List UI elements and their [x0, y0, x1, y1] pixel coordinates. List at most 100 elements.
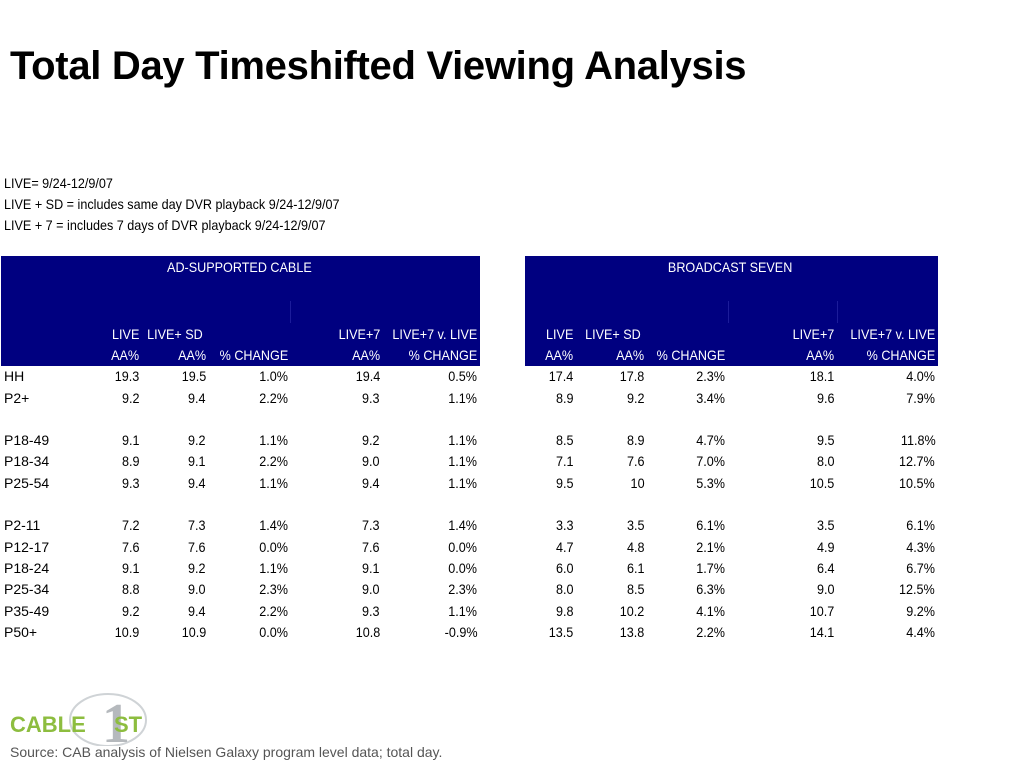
- col-live7-v-live-b: LIVE+7 v. LIVE: [837, 323, 939, 345]
- cable-cell: 9.2: [121, 389, 139, 406]
- col-live-b: LIVE: [525, 323, 577, 345]
- page-title: Total Day Timeshifted Viewing Analysis: [10, 44, 747, 88]
- cable-cell: 1.1%: [448, 432, 478, 449]
- table-row: P25-34 8.8 9.0 2.3% 9.0 2.3% 8.0 8.5 6.3% 9.0 12.5…: [1, 578, 938, 600]
- table-row: P2-11 7.2 7.3 1.4% 7.3 1.4% 3.3 3.5 6.1% 3.5 6.1%: [1, 514, 938, 536]
- cable-cell: 19.4: [355, 368, 380, 385]
- table-row: P25-54 9.3 9.4 1.1% 9.4 1.1% 9.5 10 5.3% 10.5 10.5…: [1, 472, 938, 494]
- table-row: P18-24 9.1 9.2 1.1% 9.1 0.0% 6.0 6.1 1.7% 6.4 6.7%: [1, 557, 938, 579]
- broadcast-cell: 3.4%: [696, 389, 726, 406]
- group-ad-supported-cable: AD-SUPPORTED CABLE: [1, 256, 481, 301]
- broadcast-cell: 2.1%: [696, 538, 726, 555]
- cable-cell: 10.8: [355, 623, 380, 640]
- broadcast-cell: 4.8: [626, 538, 645, 555]
- cable-1st-logo: 1 CABLE ST: [10, 693, 147, 746]
- broadcast-cell: 8.9: [555, 389, 574, 406]
- cable-cell: 0.0%: [448, 538, 478, 555]
- cable-cell: 1.1%: [448, 602, 478, 619]
- cable-cell: 9.3: [362, 602, 380, 619]
- row-label: P18-24: [4, 559, 50, 576]
- broadcast-cell: 9.5: [555, 474, 574, 491]
- cable-cell: 9.3: [121, 474, 139, 491]
- table-row: P50+ 10.9 10.9 0.0% 10.8 -0.9% 13.5 13.8 2.2% 14.…: [1, 621, 938, 643]
- broadcast-cell: 10.7: [809, 602, 835, 619]
- broadcast-cell: 3.5: [816, 517, 835, 534]
- cable-cell: 0.0%: [448, 559, 478, 576]
- cable-cell: 1.1%: [259, 432, 288, 449]
- cable-cell: 0.5%: [448, 368, 478, 385]
- broadcast-cell: 2.2%: [696, 623, 726, 640]
- note-live-sd: LIVE + SD = includes same day DVR playba…: [4, 196, 340, 212]
- table-row: P12-17 7.6 7.6 0.0% 7.6 0.0% 4.7 4.8 2.1% 4.9 4.3%: [1, 535, 938, 558]
- row-label: P2+: [4, 389, 30, 406]
- row-label: P35-49: [4, 602, 50, 619]
- spacer-row: [1, 408, 938, 429]
- cable-cell: 9.4: [362, 474, 380, 491]
- broadcast-cell: 8.5: [626, 581, 645, 598]
- broadcast-cell: 12.5%: [899, 581, 936, 598]
- table-row: HH 19.3 19.5 1.0% 19.4 0.5% 17.4 17.8 2.3% 18.1 4.…: [1, 365, 938, 387]
- broadcast-cell: 6.1: [626, 559, 645, 576]
- broadcast-cell: 9.6: [816, 389, 835, 406]
- cable-cell: 9.4: [188, 602, 206, 619]
- cable-cell: 9.1: [188, 453, 206, 470]
- broadcast-cell: 10.5%: [899, 474, 936, 491]
- table-row: P18-34 8.9 9.1 2.2% 9.0 1.1% 7.1 7.6 7.0% 8.0 12.7…: [1, 450, 938, 473]
- broadcast-cell: 4.3%: [906, 538, 936, 555]
- broadcast-cell: 9.0: [816, 581, 835, 598]
- logo-number: 1: [102, 693, 130, 746]
- cable-cell: 9.2: [188, 559, 206, 576]
- broadcast-cell: 7.1: [555, 453, 574, 470]
- cable-cell: 9.2: [362, 432, 380, 449]
- cable-cell: 9.1: [121, 559, 139, 576]
- col-live7: LIVE+7: [290, 323, 383, 345]
- cable-cell: 9.1: [121, 432, 139, 449]
- col-live-sd-b: LIVE+ SD: [576, 323, 648, 345]
- header-spacer-row: [1, 301, 939, 323]
- cable-cell: 1.4%: [448, 517, 478, 534]
- cable-cell: 7.6: [362, 538, 380, 555]
- broadcast-cell: 10.2: [619, 602, 645, 619]
- row-label: P2-11: [4, 517, 41, 534]
- broadcast-cell: 14.1: [809, 623, 835, 640]
- cable-cell: 8.9: [121, 453, 139, 470]
- cable-cell: 0.0%: [259, 623, 288, 640]
- cable-cell: 1.4%: [259, 517, 288, 534]
- cable-cell: 1.1%: [448, 474, 478, 491]
- broadcast-cell: 2.3%: [696, 368, 726, 385]
- broadcast-cell: 8.9: [626, 432, 645, 449]
- broadcast-cell: 9.2%: [906, 602, 936, 619]
- row-label: P25-34: [4, 581, 50, 598]
- broadcast-cell: 18.1: [809, 368, 835, 385]
- row-label: HH: [4, 368, 25, 385]
- cable-cell: 7.2: [121, 517, 139, 534]
- cable-cell: 2.3%: [448, 581, 478, 598]
- table-row: P2+ 9.2 9.4 2.2% 9.3 1.1% 8.9 9.2 3.4% 9.6 7.9%: [1, 386, 938, 409]
- cable-cell: 10.9: [181, 623, 206, 640]
- broadcast-cell: 13.8: [619, 623, 645, 640]
- broadcast-cell: 9.2: [626, 389, 645, 406]
- broadcast-cell: 6.0: [555, 559, 574, 576]
- table-row: P18-49 9.1 9.2 1.1% 9.2 1.1% 8.5 8.9 4.7% 9.5 11.8…: [1, 429, 938, 451]
- broadcast-cell: 4.7%: [696, 432, 726, 449]
- cable-cell: 9.0: [362, 453, 380, 470]
- spacer-row: [1, 493, 938, 514]
- cable-cell: 7.3: [188, 517, 206, 534]
- column-header-row-top: LIVE LIVE+ SD LIVE+7 LIVE+7 v. LIVE LIVE…: [1, 323, 939, 345]
- row-label: P25-54: [4, 474, 50, 491]
- broadcast-cell: 17.8: [619, 368, 645, 385]
- col-live7-v-live: LIVE+7 v. LIVE: [382, 323, 481, 345]
- cable-cell: 9.0: [188, 581, 206, 598]
- broadcast-cell: 13.5: [548, 623, 574, 640]
- cable-cell: -0.9%: [444, 623, 478, 640]
- note-live-7: LIVE + 7 = includes 7 days of DVR playba…: [4, 217, 326, 233]
- broadcast-cell: 6.7%: [906, 559, 936, 576]
- cable-cell: 19.5: [181, 368, 206, 385]
- viewing-analysis-table: AD-SUPPORTED CABLE BROADCAST SEVEN LIVE …: [1, 256, 939, 643]
- broadcast-cell: 8.0: [555, 581, 574, 598]
- row-label: P50+: [4, 623, 38, 640]
- col-live-sd: LIVE+ SD: [142, 323, 209, 345]
- row-label: P18-34: [4, 453, 50, 470]
- cable-cell: 1.1%: [259, 559, 288, 576]
- broadcast-cell: 1.7%: [696, 559, 726, 576]
